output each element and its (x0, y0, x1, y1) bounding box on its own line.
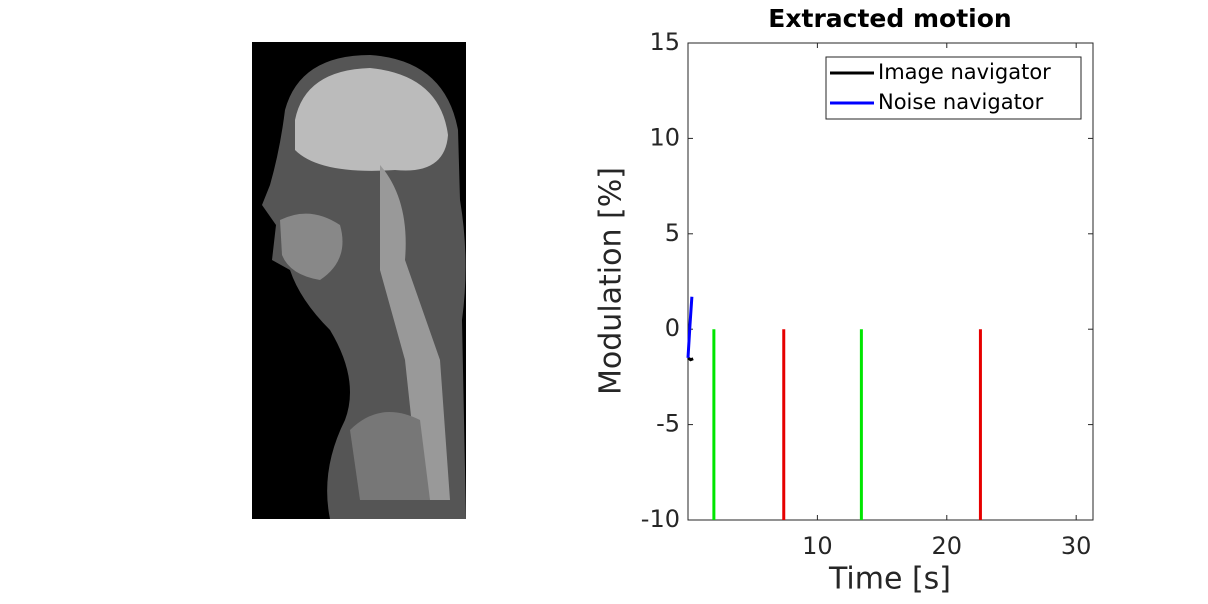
x-axis-label: Time [s] (828, 562, 951, 597)
y-axis-label: Modulation [%] (594, 167, 629, 395)
y-tick-label: 10 (649, 123, 680, 151)
legend-box (825, 56, 1082, 120)
mri-image (252, 42, 466, 519)
y-tick-label: 5 (665, 219, 680, 247)
x-tick-label: 30 (1061, 532, 1092, 560)
x-tick-label: 20 (932, 532, 963, 560)
series-line (687, 356, 694, 362)
chart-title: Extracted motion (768, 4, 1011, 33)
y-tick-label: -5 (656, 410, 680, 438)
legend-label: Image navigator (878, 60, 1051, 84)
axes-box (687, 42, 1094, 521)
x-tick-label: 10 (802, 532, 833, 560)
y-tick-label: -10 (641, 505, 680, 533)
y-tick-label: 15 (649, 28, 680, 56)
legend-label: Noise navigator (878, 90, 1044, 114)
series-line (686, 296, 694, 358)
y-tick-label: 0 (665, 314, 680, 342)
